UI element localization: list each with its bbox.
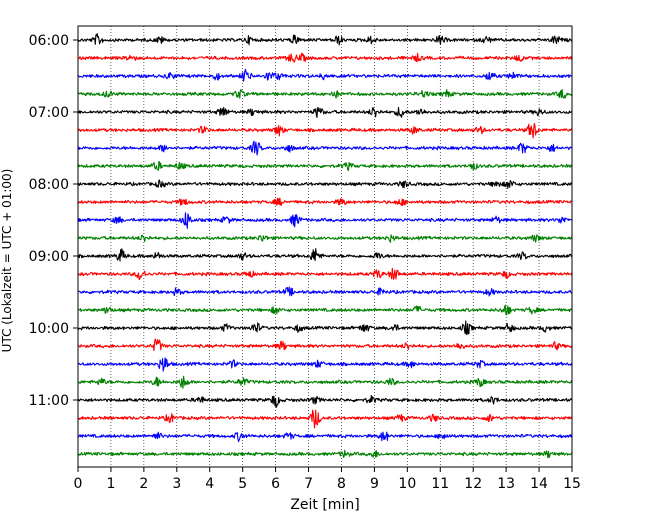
trace-0615 [77,52,573,63]
trace-1045 [77,375,573,389]
x-tick-label-5: 5 [238,476,247,492]
x-tick-label-0: 0 [74,476,83,492]
y-axis-label: UTC (Lokalzeit = UTC + 01:00) [0,169,14,353]
trace-1015 [77,338,573,352]
x-tick-label-7: 7 [304,476,313,492]
trace-0900 [77,248,573,262]
x-tick-label-9: 9 [370,476,379,492]
trace-0915 [77,267,573,280]
trace-0730 [77,140,573,156]
y-axis-ticks: 06:00 07:00 08:00 09:00 10:00 11:00 [29,33,78,409]
trace-0630 [77,68,573,82]
x-tick-label-15: 15 [563,476,581,492]
y-tick-label-3: 09:00 [29,249,69,265]
x-tick-label-4: 4 [205,476,214,492]
x-tick-label-6: 6 [271,476,280,492]
y-tick-label-2: 08:00 [29,177,69,193]
x-tick-label-10: 10 [398,476,416,492]
trace-1145 [77,449,573,459]
trace-0745 [77,160,573,172]
x-tick-label-12: 12 [464,476,482,492]
trace-1130 [77,431,573,443]
x-axis-ticks: 0 1 2 3 4 5 6 7 8 9 10 11 12 13 14 15 [74,467,581,492]
y-tick-label-1: 07:00 [29,105,69,121]
x-axis-label: Zeit [min] [290,497,359,513]
trace-1100 [77,394,573,408]
trace-0845 [77,234,573,243]
trace-1030 [77,357,573,372]
trace-0715 [77,122,573,139]
trace-1000 [77,320,573,335]
trace-0930 [77,286,573,297]
x-tick-label-11: 11 [431,476,449,492]
x-tick-label-3: 3 [172,476,181,492]
x-tick-label-8: 8 [337,476,346,492]
y-tick-label-5: 11:00 [29,393,69,409]
trace-0830 [77,212,573,229]
trace-0945 [77,304,573,316]
trace-0600 [77,33,573,46]
trace-0815 [77,197,573,207]
trace-0800 [77,179,573,189]
plot-frame [77,25,573,468]
x-tick-label-14: 14 [530,476,548,492]
y-tick-label-0: 06:00 [29,33,69,49]
trace-1115 [77,409,573,429]
trace-0645 [77,88,573,99]
trace-0700 [77,106,573,118]
trace-layer [77,33,573,459]
x-tick-label-13: 13 [497,476,515,492]
x-tick-label-2: 2 [139,476,148,492]
x-tick-label-1: 1 [106,476,115,492]
y-tick-label-4: 10:00 [29,321,69,337]
